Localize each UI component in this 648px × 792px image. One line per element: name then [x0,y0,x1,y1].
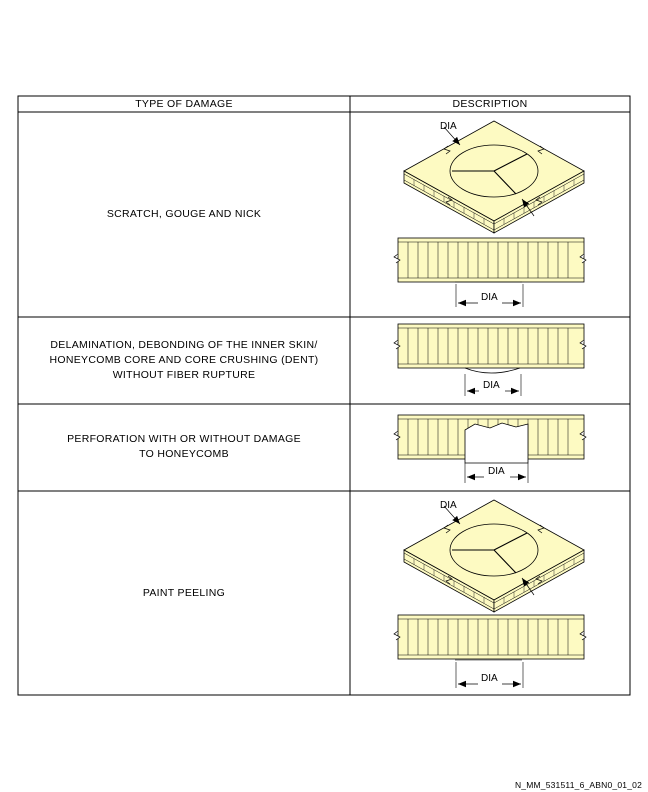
delamination-illustration [393,323,587,396]
perforation-illustration [393,414,587,483]
label-line: PERFORATION WITH OR WITHOUT DAMAGE [67,433,301,445]
label-line: TO HONEYCOMB [139,448,229,460]
row-scratch-label: SCRATCH, GOUGE AND NICK [18,207,350,222]
row-perforation-label: PERFORATION WITH OR WITHOUT DAMAGE TO HO… [18,432,350,462]
scratch-iso-illustration [404,121,584,233]
dia-label: DIA [488,466,505,477]
header-description: DESCRIPTION [452,98,528,110]
row-paint-peeling-label: PAINT PEELING [18,586,350,601]
label-line: DELAMINATION, DEBONDING OF THE INNER SKI… [50,339,318,351]
paint-peeling-iso-illustration [404,500,584,612]
dia-label: DIA [483,380,500,391]
paint-peeling-section-illustration [393,614,587,688]
dia-label: DIA [481,292,498,303]
dia-label: DIA [440,500,457,511]
label-line: SCRATCH, GOUGE AND NICK [106,208,262,220]
label-line: HONEYCOMB CORE AND CORE CRUSHING (DENT) [49,354,319,366]
figure-code: N_MM_531511_6_ABN0_01_02 [514,780,642,790]
dia-label: DIA [440,121,457,132]
header-type-of-damage: TYPE OF DAMAGE [135,98,233,110]
dia-label: DIA [481,673,498,684]
scratch-section-illustration [393,237,587,307]
row-delamination-label: DELAMINATION, DEBONDING OF THE INNER SKI… [18,338,350,383]
label-line: WITHOUT FIBER RUPTURE [112,369,256,381]
table-grid [17,95,631,696]
label-line: PAINT PEELING [142,587,226,599]
